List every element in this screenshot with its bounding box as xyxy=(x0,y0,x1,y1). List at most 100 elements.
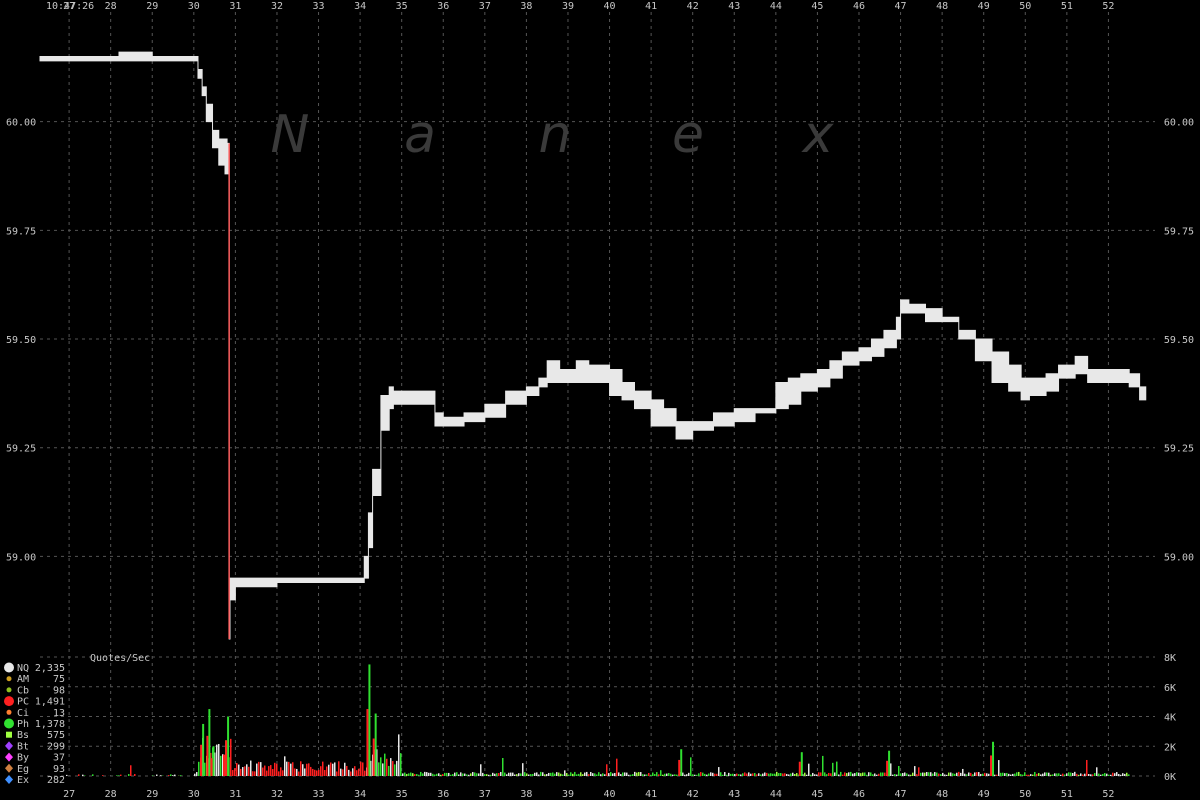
quote-rate-bar xyxy=(938,773,940,776)
quote-rate-bar xyxy=(532,773,534,776)
quote-rate-bar xyxy=(674,774,676,776)
quote-rate-bar xyxy=(456,772,458,776)
quote-rate-bar xyxy=(364,770,366,776)
quote-rate-bar xyxy=(670,773,672,776)
quote-rate-bar xyxy=(850,771,852,776)
quote-rate-bar xyxy=(782,773,784,776)
quote-rate-bar xyxy=(964,773,966,776)
legend-marker xyxy=(6,676,12,682)
quote-rate-bar xyxy=(354,766,356,776)
quote-rate-bar xyxy=(764,772,766,776)
x-tick-bottom: 36 xyxy=(437,789,449,800)
quote-rate-bar xyxy=(902,773,904,776)
legend-marker xyxy=(6,709,12,715)
quote-rate-bar xyxy=(852,773,854,776)
quote-rate-bar xyxy=(1098,773,1100,776)
quote-rate-bar xyxy=(556,772,558,776)
quote-rate-bar xyxy=(1012,773,1014,776)
x-tick-top: 29 xyxy=(146,1,158,12)
quote-rate-bar xyxy=(382,763,384,776)
quote-rate-bar xyxy=(612,773,614,776)
quote-rate-bar xyxy=(742,773,744,776)
quote-rate-bar xyxy=(848,772,850,776)
quote-rate-bar xyxy=(1014,773,1016,776)
quote-rate-bar xyxy=(352,768,354,776)
quote-rate-bar xyxy=(746,773,748,776)
quote-rate-bar xyxy=(1050,774,1052,776)
quote-rate-bar xyxy=(348,769,350,776)
quote-rate-bar xyxy=(690,757,692,776)
quote-rate-bar xyxy=(952,773,954,776)
quote-rate-bar xyxy=(648,772,650,776)
quote-rate-bar xyxy=(238,764,240,776)
legend-value: 75 xyxy=(53,674,65,685)
quote-rate-bar xyxy=(530,774,532,776)
quote-rate-bar xyxy=(866,774,868,776)
quote-rate-bar xyxy=(318,769,320,776)
quote-rate-bar xyxy=(1066,773,1068,776)
quote-rate-bar xyxy=(1072,772,1074,776)
quote-rate-bar xyxy=(388,765,390,776)
quote-rate-bar xyxy=(726,774,728,776)
quote-rate-bar xyxy=(934,772,936,776)
quote-rate-bar xyxy=(646,774,648,776)
quote-rate-bar xyxy=(880,772,882,776)
quote-rate-bar xyxy=(834,772,836,776)
quote-rate-bar xyxy=(1054,773,1056,776)
x-tick-top: 40 xyxy=(604,1,616,12)
quote-rate-peak-secondary xyxy=(886,760,889,776)
quote-rate-bar xyxy=(444,772,446,776)
quote-rate-bar xyxy=(738,774,740,776)
quote-rate-bar xyxy=(654,774,656,776)
quote-rate-bar xyxy=(462,773,464,776)
quote-rate-bar xyxy=(846,773,848,776)
quote-rate-bar xyxy=(330,762,332,776)
quote-rate-bar xyxy=(872,774,874,776)
quote-rate-bar xyxy=(972,774,974,776)
quote-rate-bar xyxy=(502,757,504,776)
x-tick-bottom: 46 xyxy=(853,789,865,800)
quote-rate-peak xyxy=(888,750,891,776)
quote-rate-bar xyxy=(1056,773,1058,776)
quote-rate-bar xyxy=(954,773,956,776)
quote-rate-bar xyxy=(590,771,592,776)
x-tick-bottom: 43 xyxy=(728,789,740,800)
quote-rate-bar xyxy=(838,774,840,776)
quote-rate-bar xyxy=(442,774,444,776)
quote-rate-bar xyxy=(380,757,382,776)
quote-rate-bar xyxy=(1058,773,1060,776)
quote-rate-bar xyxy=(1032,774,1034,776)
quote-rate-layer xyxy=(66,664,1130,776)
quote-rate-bar xyxy=(408,773,410,776)
quote-rate-bar xyxy=(882,772,884,776)
quote-rate-peak-secondary xyxy=(200,744,203,776)
quote-rate-bar xyxy=(712,772,714,776)
quote-rate-bar xyxy=(820,772,822,776)
x-tick-top: 45 xyxy=(811,1,823,12)
quote-rate-bar xyxy=(1052,774,1054,776)
quote-rate-bar xyxy=(858,772,860,776)
quote-rate-bar xyxy=(552,772,554,776)
quote-rate-bar xyxy=(774,773,776,776)
legend-value: 37 xyxy=(53,753,65,764)
quote-rate-bar xyxy=(234,768,236,776)
watermark-letter: n xyxy=(539,105,572,165)
quote-rate-bar xyxy=(924,772,926,776)
price-band-layer xyxy=(39,51,1147,640)
quote-rate-bar xyxy=(836,761,838,776)
quote-rate-bar xyxy=(586,771,588,776)
legend-value: 282 xyxy=(47,775,65,786)
quote-rate-bar xyxy=(714,773,716,776)
quote-rate-bar xyxy=(310,766,312,776)
quote-rate-bar xyxy=(288,761,290,776)
quote-rate-bar xyxy=(986,773,988,776)
quote-rate-bar xyxy=(790,773,792,776)
quote-rate-bar xyxy=(92,774,94,776)
legend-item-bt: Bt 299 xyxy=(5,741,65,752)
quote-rate-bar xyxy=(786,773,788,776)
quote-rate-bar xyxy=(230,738,232,776)
vol-y-tick: 8K xyxy=(1164,653,1176,664)
quote-rate-bar xyxy=(544,774,546,776)
quote-rate-bar xyxy=(614,772,616,776)
vol-y-tick: 0K xyxy=(1164,772,1176,783)
